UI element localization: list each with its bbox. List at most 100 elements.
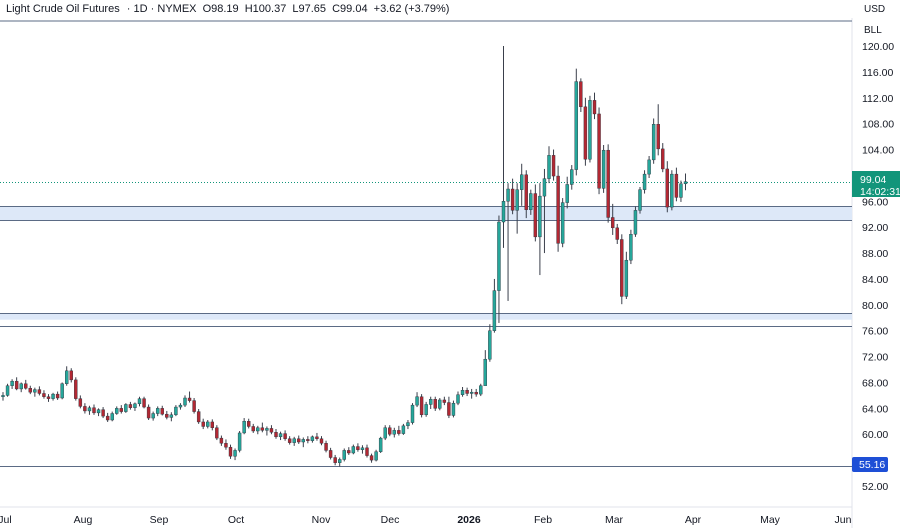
- candle-body-28: [128, 404, 133, 408]
- candle-body-51: [233, 450, 237, 457]
- price-tick-label: 68.00: [862, 377, 888, 389]
- price-tick-label: 64.00: [862, 403, 888, 415]
- candle-body-22: [101, 409, 105, 417]
- candle-body-126: [574, 81, 578, 170]
- candle-body-86: [392, 430, 396, 435]
- candle-body-68: [310, 436, 315, 441]
- time-tick-label: May: [760, 514, 781, 526]
- unit-label[interactable]: BLL: [864, 25, 882, 36]
- candle-body-117: [533, 193, 538, 238]
- candle-body-120: [547, 155, 551, 179]
- support-price-label: 55.16: [859, 459, 885, 471]
- candle-body-79: [360, 447, 365, 450]
- candle-body-52: [237, 432, 242, 451]
- candle-body-118: [538, 195, 542, 238]
- candle-body-76: [347, 450, 351, 454]
- time-tick-label: Jun: [835, 514, 852, 526]
- price-tick-label: 88.00: [862, 248, 888, 260]
- candle-body-57: [260, 427, 265, 431]
- candle-body-142: [647, 159, 651, 175]
- candle-body-56: [256, 427, 260, 432]
- candle-body-136: [620, 239, 624, 297]
- candle-body-44: [201, 421, 205, 427]
- time-tick-label: Oct: [228, 514, 244, 526]
- time-tick-label: 2026: [457, 514, 481, 526]
- candle-body-70: [319, 438, 324, 444]
- candle-body-5: [24, 383, 28, 389]
- candle-body-54: [246, 421, 251, 427]
- candle-body-132: [601, 149, 606, 189]
- candle-body-18: [83, 406, 87, 412]
- candle-body-84: [383, 427, 387, 439]
- candle-body-85: [388, 427, 392, 435]
- candle-body-24: [110, 413, 114, 421]
- price-tick-label: 116.00: [862, 67, 893, 79]
- candle-body-140: [638, 189, 642, 211]
- candle-body-71: [324, 443, 328, 451]
- price-tick-label: 80.00: [862, 300, 888, 312]
- candle-body-8: [37, 389, 42, 394]
- candle-body-49: [224, 443, 228, 448]
- candle-body-106: [483, 358, 487, 386]
- zone-band-1: [0, 313, 852, 320]
- candle-body-134: [611, 217, 615, 229]
- candle-body-46: [210, 421, 215, 428]
- candle-body-15: [69, 370, 73, 381]
- symbol-name[interactable]: Light Crude Oil Futures: [6, 3, 120, 15]
- candle-body-26: [119, 408, 124, 412]
- candle-body-48: [219, 437, 224, 444]
- candle-body-115: [524, 174, 528, 210]
- candle-body-101: [460, 390, 465, 395]
- interval-label[interactable]: 1D: [134, 3, 148, 15]
- candle-body-50: [228, 446, 233, 457]
- candle-body-129: [588, 100, 592, 160]
- separator-dot: ·: [151, 3, 155, 15]
- time-tick-label: Nov: [312, 514, 331, 526]
- candle-body-29: [133, 403, 137, 408]
- price-badges: 99.04 14:02:31 55.16: [852, 171, 900, 472]
- candle-body-78: [356, 446, 360, 450]
- candle-body-102: [465, 390, 469, 394]
- price-tick-label: 96.00: [862, 196, 888, 208]
- candle-body-23: [105, 415, 110, 421]
- candle-body-4: [19, 383, 23, 390]
- candle-body-43: [196, 411, 201, 423]
- last-price-badge: [852, 171, 900, 197]
- high-value: H100.37: [245, 3, 287, 15]
- candle-body-67: [306, 439, 310, 441]
- change-value: +3.62 (+3.79%): [374, 3, 450, 15]
- candle-body-146: [665, 168, 669, 208]
- candle-body-6: [28, 388, 32, 393]
- candle-body-53: [242, 421, 246, 434]
- candle-body-1: [5, 385, 10, 396]
- candle-body-97: [442, 399, 447, 403]
- exchange-label: NYMEX: [157, 3, 196, 15]
- candle-body-150: [683, 181, 688, 185]
- time-tick-label: Mar: [605, 514, 624, 526]
- candle-body-27: [124, 404, 128, 412]
- candle-body-90: [410, 404, 415, 423]
- candle-body-58: [265, 428, 269, 431]
- candle-body-81: [369, 455, 374, 461]
- candle-body-121: [551, 155, 556, 177]
- candle-body-60: [274, 432, 278, 438]
- candle-body-74: [338, 459, 342, 463]
- candle-body-99: [451, 402, 456, 416]
- levels-layer: [0, 182, 852, 467]
- candle-body-12: [55, 393, 60, 399]
- candle-body-9: [42, 393, 46, 397]
- currency-label[interactable]: USD: [864, 4, 885, 15]
- separator-dot: ·: [127, 3, 131, 15]
- time-axis: Jul Aug Sep Oct Nov Dec 2026 Feb Mar Apr May Jun: [0, 514, 852, 526]
- candle-body-137: [624, 259, 629, 297]
- close-value: C99.04: [332, 3, 367, 15]
- candle-body-89: [406, 422, 410, 427]
- candle-body-109: [497, 221, 501, 291]
- candle-body-2: [10, 380, 14, 386]
- time-tick-label: Jul: [0, 514, 12, 526]
- candle-body-38: [174, 406, 178, 416]
- candle-body-130: [592, 100, 597, 115]
- support-price-badge: [852, 457, 888, 472]
